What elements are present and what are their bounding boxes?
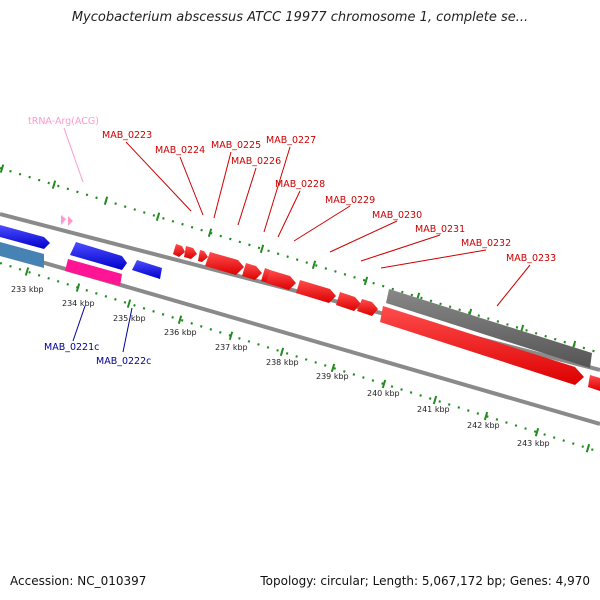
upper-major-tick — [155, 212, 161, 222]
leader-mab0225 — [213, 151, 232, 219]
gene-mab0230[interactable] — [296, 280, 336, 303]
scale-label-234: 234 kbp — [62, 299, 95, 308]
scale-label-238: 238 kbp — [266, 358, 299, 367]
forward-genes — [173, 244, 600, 391]
leader-mab0226 — [237, 167, 257, 226]
lower-major-tick — [126, 299, 132, 308]
upper-major-tick — [363, 276, 369, 286]
lower-major-tick — [24, 267, 30, 276]
label-mab0223[interactable]: MAB_0223 — [102, 130, 152, 141]
gene-block-pink[interactable] — [65, 259, 122, 286]
gene-mab0232[interactable] — [357, 299, 378, 316]
scale-label-236: 236 kbp — [164, 328, 197, 337]
summary-text: Topology: circular; Length: 5,067,172 bp… — [260, 574, 590, 588]
lower-major-tick — [279, 347, 285, 357]
accession-text: Accession: NC_010397 — [10, 574, 147, 588]
label-mab0233[interactable]: MAB_0233 — [506, 253, 556, 264]
leader-mab0232 — [380, 249, 487, 269]
lower-major-tick — [432, 395, 438, 405]
label-trna-arg[interactable]: tRNA-Arg(ACG) — [28, 116, 99, 127]
upper-major-tick — [103, 196, 109, 205]
label-leaders — [63, 127, 531, 353]
gene-block-blue-2[interactable] — [70, 242, 127, 270]
gene-mab0225[interactable] — [198, 250, 208, 262]
gene-mab0231[interactable] — [336, 292, 361, 311]
lower-major-tick — [483, 411, 489, 421]
bottom-gene-labels: MAB_0221c MAB_0222c — [44, 342, 151, 367]
lower-major-tick — [585, 443, 591, 453]
scale-label-241: 241 kbp — [417, 405, 450, 414]
scale-label-239: 239 kbp — [316, 372, 349, 381]
label-mab0227[interactable]: MAB_0227 — [266, 135, 316, 146]
leader-mab0233 — [496, 264, 531, 307]
gene-block-blue-1[interactable] — [0, 225, 50, 249]
leader-trna — [63, 127, 84, 183]
upper-major-tick — [51, 180, 57, 189]
gene-mab0233[interactable] — [380, 306, 584, 385]
gene-mab0224[interactable] — [184, 246, 197, 259]
trna-arrow-1[interactable] — [61, 215, 66, 225]
label-mab0226[interactable]: MAB_0226 — [231, 156, 281, 167]
label-mab0229[interactable]: MAB_0229 — [325, 195, 375, 206]
gene-block-blue-3[interactable] — [132, 260, 162, 279]
lower-major-tick — [75, 283, 81, 292]
label-mab0232[interactable]: MAB_0232 — [461, 238, 511, 249]
gene-mab0233-gray[interactable] — [386, 289, 592, 368]
upper-major-tick — [259, 244, 265, 254]
leader-mab0227 — [263, 146, 291, 233]
scale-label-235: 235 kbp — [113, 314, 146, 323]
trna-markers — [61, 215, 73, 226]
gene-mab0227[interactable] — [242, 263, 262, 280]
label-mab0230[interactable]: MAB_0230 — [372, 210, 422, 221]
map-title: Mycobacterium abscessus ATCC 19977 chrom… — [71, 10, 529, 25]
lower-major-tick — [534, 427, 540, 437]
label-mab0225[interactable]: MAB_0225 — [211, 140, 261, 151]
leader-mab0228 — [277, 190, 301, 238]
leader-mab0229 — [293, 205, 351, 242]
scale-label-242: 242 kbp — [467, 421, 500, 430]
scale-label-240: 240 kbp — [367, 389, 400, 398]
scale-label-233: 233 kbp — [11, 285, 44, 294]
label-mab0221c[interactable]: MAB_0221c — [44, 342, 99, 353]
scale-labels: 233 kbp 234 kbp 235 kbp 236 kbp 237 kbp … — [11, 285, 550, 448]
leader-mab0221c — [72, 305, 86, 342]
upper-major-tick — [207, 228, 213, 238]
label-mab0231[interactable]: MAB_0231 — [415, 224, 465, 235]
upper-major-tick — [311, 260, 317, 270]
gene-mab0229[interactable] — [266, 270, 296, 290]
gene-next-forward[interactable] — [588, 375, 600, 391]
gene-block-steelblue[interactable] — [0, 242, 44, 268]
gene-mab0223[interactable] — [173, 244, 185, 257]
label-mab0228[interactable]: MAB_0228 — [275, 179, 325, 190]
leader-mab0222c — [122, 307, 133, 353]
lower-major-tick — [381, 379, 387, 389]
lower-major-tick — [330, 363, 336, 373]
lower-major-tick — [228, 331, 234, 341]
lower-major-tick — [177, 315, 183, 324]
trna-arrow-2[interactable] — [68, 216, 73, 226]
reverse-genes — [0, 225, 162, 286]
label-mab0222c[interactable]: MAB_0222c — [96, 356, 151, 367]
scale-label-237: 237 kbp — [215, 343, 248, 352]
leader-mab0231 — [360, 234, 441, 262]
top-gene-labels: tRNA-Arg(ACG) MAB_0223 MAB_0224 MAB_0225… — [28, 116, 556, 264]
leader-mab0224 — [179, 156, 204, 216]
upper-major-tick — [0, 164, 5, 173]
lower-tick-ring — [0, 261, 600, 454]
gene-mab0226[interactable] — [205, 252, 244, 275]
scale-label-243: 243 kbp — [517, 439, 550, 448]
leader-mab0230 — [329, 220, 398, 253]
leader-mab0223 — [125, 141, 192, 212]
label-mab0224[interactable]: MAB_0224 — [155, 145, 205, 156]
